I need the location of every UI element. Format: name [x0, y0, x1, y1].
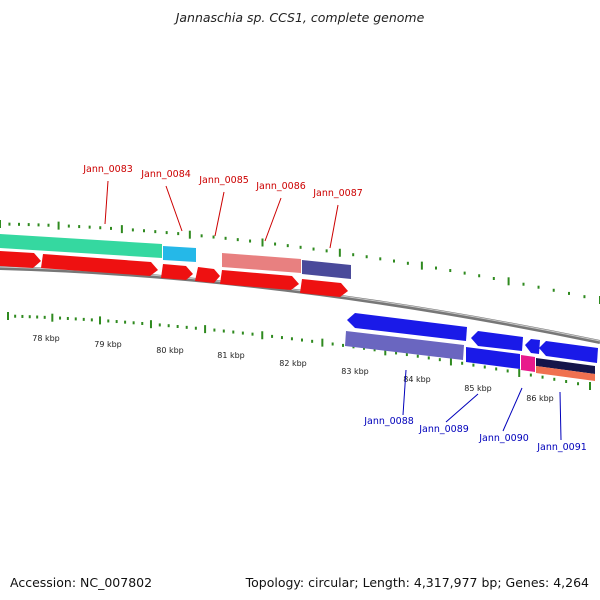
scale-label: 83 kbp: [341, 367, 369, 376]
feature-band-blue[interactable]: [466, 347, 520, 369]
scale-labels: 78 kbp 79 kbp 80 kbp 81 kbp 82 kbp 83 kbp 84 k…: [32, 334, 554, 403]
feature-band-salmon[interactable]: [536, 366, 595, 381]
gene-label-jann_0084[interactable]: Jann_0084: [140, 169, 191, 180]
scale-label: 86 kbp: [526, 394, 554, 403]
gene-leader-line: [104, 180, 109, 225]
scale-label: 81 kbp: [217, 351, 245, 360]
feature-band-pink[interactable]: [222, 253, 301, 273]
gene-labels: Jann_0083 Jann_0084 Jann_0085 Jann_0086 Jann…: [82, 164, 587, 453]
gene-arrow-forward[interactable]: [0, 251, 41, 268]
gene-arrow-forward[interactable]: [220, 270, 299, 290]
map-title: Jannaschia sp. CCS1, complete genome: [175, 10, 425, 25]
gene-leader-line: [559, 391, 562, 441]
scale-label: 85 kbp: [464, 384, 492, 393]
gene-label-jann_0085[interactable]: Jann_0085: [198, 175, 249, 186]
upper-tick-ring: [0, 220, 600, 304]
gene-leader-line: [502, 387, 523, 432]
gene-arrow-forward[interactable]: [161, 264, 193, 280]
feature-band-purple[interactable]: [345, 331, 464, 360]
gene-leader-line: [445, 393, 479, 423]
gene-label-jann_0089[interactable]: Jann_0089: [418, 424, 469, 435]
gene-leader-line: [264, 197, 282, 242]
gene-arrow-forward[interactable]: [195, 267, 220, 283]
gene-arrow-forward[interactable]: [41, 254, 158, 276]
accession-label: Accession: NC_007802: [10, 575, 153, 590]
gene-leader-line: [214, 191, 225, 237]
genome-backbone-highlight: [0, 266, 600, 342]
gene-leader-line: [402, 369, 407, 416]
genome-backbone: [0, 266, 600, 344]
gene-leader-line: [329, 204, 339, 249]
gene-arrow-reverse[interactable]: [347, 313, 467, 341]
gene-label-jann_0088[interactable]: Jann_0088: [363, 416, 414, 427]
gene-leader-line: [165, 185, 183, 232]
genome-summary: Topology: circular; Length: 4,317,977 bp…: [245, 575, 589, 590]
scale-label: 82 kbp: [279, 359, 307, 368]
lower-tick-ring: [7, 312, 591, 390]
gene-label-jann_0090[interactable]: Jann_0090: [478, 433, 529, 444]
gene-label-jann_0083[interactable]: Jann_0083: [82, 164, 133, 175]
scale-label: 78 kbp: [32, 334, 60, 343]
feature-band-magenta[interactable]: [521, 355, 535, 372]
feature-band-navy[interactable]: [536, 358, 595, 374]
gene-arrow-reverse[interactable]: [471, 331, 523, 351]
gene-arrow-reverse[interactable]: [525, 339, 540, 354]
feature-band-green[interactable]: [0, 234, 162, 258]
gene-label-jann_0086[interactable]: Jann_0086: [255, 181, 306, 192]
gene-label-jann_0091[interactable]: Jann_0091: [536, 442, 587, 453]
scale-label: 79 kbp: [94, 340, 122, 349]
gene-label-jann_0087[interactable]: Jann_0087: [312, 188, 363, 199]
scale-label: 80 kbp: [156, 346, 184, 355]
feature-band-purple[interactable]: [302, 260, 351, 279]
scale-label: 84 kbp: [403, 375, 431, 384]
gene-arrow-reverse[interactable]: [539, 341, 598, 363]
feature-band-cyan[interactable]: [163, 246, 196, 262]
gene-arrow-forward[interactable]: [300, 279, 348, 297]
